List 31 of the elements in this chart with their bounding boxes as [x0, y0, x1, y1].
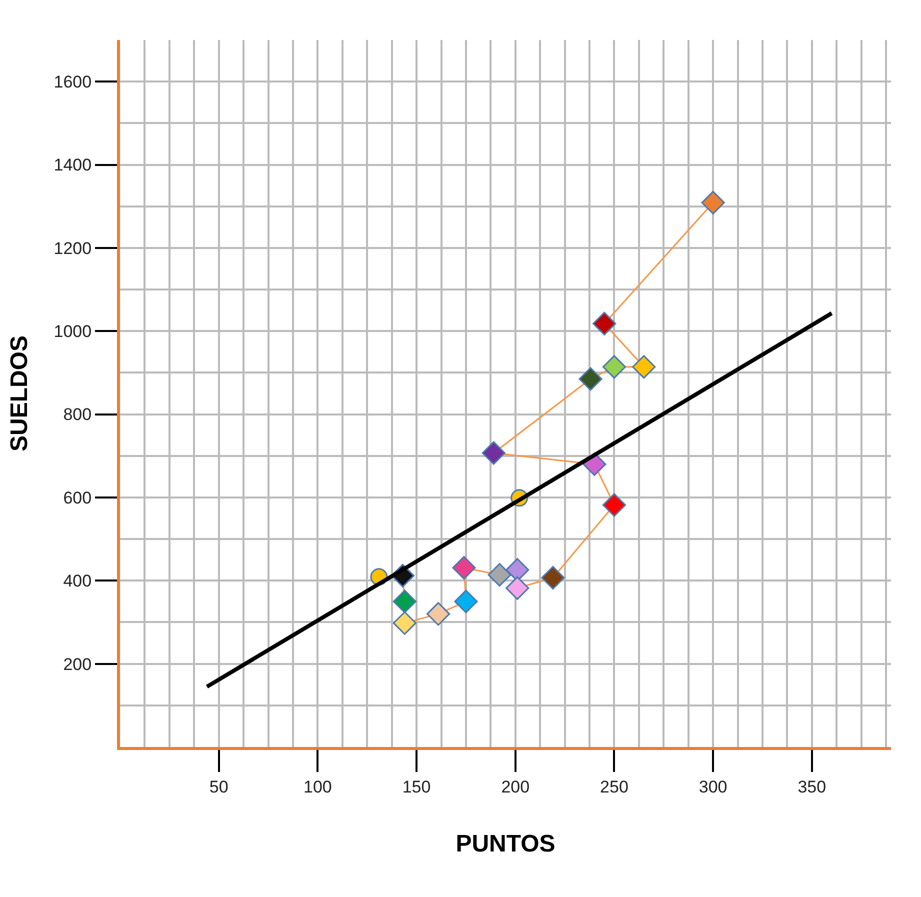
y-tick-label: 800: [63, 405, 92, 424]
y-tick-label: 1000: [54, 322, 92, 342]
y-axis-title: SUELDOS: [6, 335, 33, 452]
point: [392, 611, 416, 635]
point: [602, 493, 626, 517]
y-tick-label: 400: [63, 572, 92, 591]
point: [392, 590, 416, 614]
point: [578, 367, 602, 391]
y-tick-label: 1400: [54, 156, 92, 175]
x-tick-label: 300: [698, 777, 728, 796]
point: [592, 312, 616, 336]
x-tick-label: 350: [798, 777, 826, 796]
point: [701, 190, 725, 214]
x-tick-label: 200: [501, 777, 530, 796]
point: [506, 576, 530, 600]
point: [488, 563, 512, 587]
x-tick-label: 100: [304, 777, 332, 796]
y-tick-label: 600: [63, 488, 92, 508]
x-tick-label: 150: [402, 777, 431, 796]
point: [426, 602, 450, 626]
x-axis-title: PUNTOS: [456, 830, 556, 858]
y-tick-label: 1600: [54, 72, 92, 92]
point: [602, 355, 626, 379]
point: [454, 590, 478, 614]
y-tick-label: 200: [63, 654, 92, 674]
x-tick-label: 250: [600, 777, 628, 796]
x-tick-label: 50: [209, 777, 228, 796]
y-tick-label: 1200: [54, 238, 92, 258]
point: [482, 441, 506, 465]
point: [541, 566, 565, 590]
point: [452, 556, 476, 580]
